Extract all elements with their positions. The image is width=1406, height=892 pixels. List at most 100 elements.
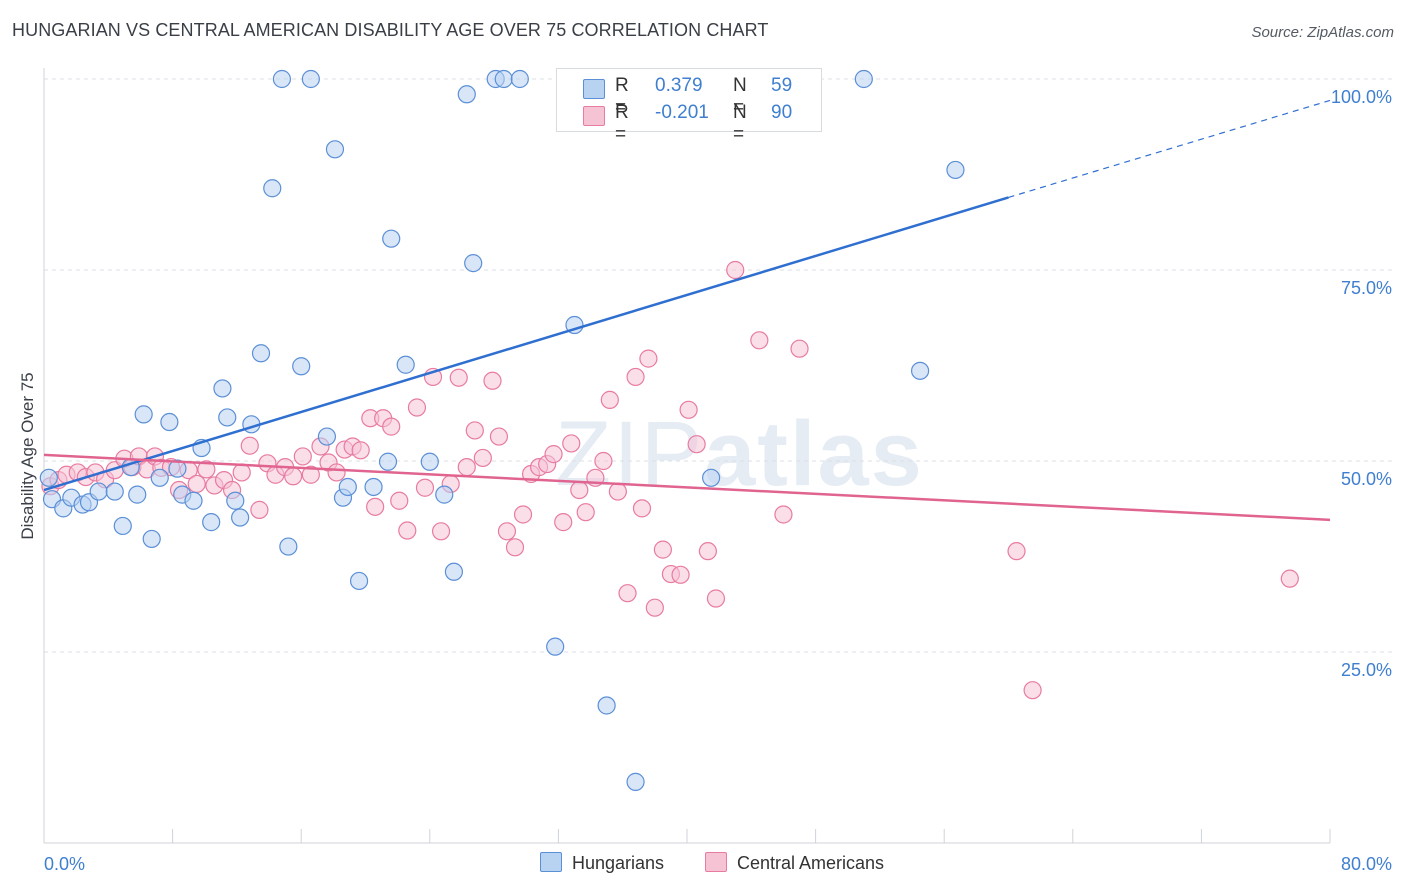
data-point-central-americans xyxy=(250,500,269,519)
data-point-hungarians xyxy=(420,452,439,471)
trend-line-hungarians xyxy=(43,196,1009,492)
data-point-central-americans xyxy=(431,522,451,541)
legend-r-value: -0.201 xyxy=(655,102,709,123)
data-point-central-americans xyxy=(293,447,312,466)
data-point-hungarians xyxy=(702,468,721,487)
data-point-central-americans xyxy=(544,445,563,464)
y-tick-label: 25.0% xyxy=(1341,660,1392,680)
data-point-central-americans xyxy=(726,260,745,280)
data-point-central-americans xyxy=(483,371,502,390)
data-point-central-americans xyxy=(570,480,589,500)
chart-title: HUNGARIAN VS CENTRAL AMERICAN DISABILITY… xyxy=(12,20,769,40)
data-point-hungarians xyxy=(263,179,282,198)
series-central-americans xyxy=(41,260,1299,700)
bottom-legend-label-central-americans: Central Americans xyxy=(737,853,885,873)
data-point-central-americans xyxy=(698,542,717,561)
data-point-hungarians xyxy=(946,160,965,180)
data-point-hungarians xyxy=(292,357,311,376)
data-point-hungarians xyxy=(279,537,298,556)
data-point-central-americans xyxy=(382,417,401,436)
data-point-central-americans xyxy=(626,367,645,387)
legend-swatch-hungarians xyxy=(583,79,605,99)
y-tick-labels: 25.0% 50.0% 75.0% 100.0% xyxy=(1331,87,1392,680)
legend-swatch-central-americans xyxy=(583,106,605,126)
series-hungarians xyxy=(39,69,965,791)
grid-lines xyxy=(44,78,1392,653)
data-point-hungarians xyxy=(494,69,513,89)
data-point-central-americans xyxy=(632,499,652,518)
data-point-hungarians xyxy=(113,516,132,536)
data-point-central-americans xyxy=(465,421,484,440)
data-point-central-americans xyxy=(497,522,517,541)
trend-line-hungarians-extension xyxy=(1008,99,1331,198)
legend-n-label: N = xyxy=(733,102,747,145)
data-point-hungarians xyxy=(105,482,124,501)
data-point-central-americans xyxy=(415,478,435,497)
data-point-central-americans xyxy=(608,482,627,501)
data-point-central-americans xyxy=(327,463,346,482)
data-point-hungarians xyxy=(150,468,169,487)
data-point-hungarians xyxy=(910,361,930,380)
bottom-legend-label-hungarians: Hungarians xyxy=(572,853,665,873)
data-point-central-americans xyxy=(1007,542,1026,561)
data-point-central-americans xyxy=(1280,569,1299,588)
data-point-central-americans xyxy=(554,513,573,532)
data-point-hungarians xyxy=(435,485,454,504)
data-point-central-americans xyxy=(645,598,664,617)
data-point-hungarians xyxy=(597,696,616,715)
data-point-hungarians xyxy=(317,427,337,446)
y-tick-label: 100.0% xyxy=(1331,87,1392,107)
data-point-central-americans xyxy=(706,589,726,608)
data-point-central-americans xyxy=(284,467,303,486)
data-point-central-americans xyxy=(750,331,769,350)
data-point-central-americans xyxy=(671,565,690,584)
source-note: Source: ZipAtlas.com xyxy=(1251,24,1394,41)
data-point-hungarians xyxy=(382,229,401,248)
data-point-central-americans xyxy=(562,434,581,453)
data-point-hungarians xyxy=(39,468,58,487)
data-point-hungarians xyxy=(301,69,320,89)
data-point-central-americans xyxy=(489,427,509,446)
data-point-central-americans xyxy=(398,521,417,540)
data-point-hungarians xyxy=(546,637,565,656)
data-point-central-americans xyxy=(639,349,658,368)
data-point-central-americans xyxy=(576,503,595,522)
data-point-central-americans xyxy=(187,474,206,494)
data-point-hungarians xyxy=(184,491,203,510)
legend-r-value: 0.379 xyxy=(655,75,703,96)
x-tick-label-min: 0.0% xyxy=(44,854,85,874)
bottom-legend-hungarians: Hungarians xyxy=(540,852,664,874)
data-point-hungarians xyxy=(213,379,232,398)
bottom-legend-swatch-hungarians xyxy=(540,852,562,872)
data-point-hungarians xyxy=(464,254,483,273)
data-point-hungarians xyxy=(128,485,147,504)
data-point-hungarians xyxy=(510,69,529,89)
legend: R = 0.379 N = 59 R = -0.201 N = 90 xyxy=(556,68,822,145)
data-point-hungarians xyxy=(226,491,245,510)
bottom-legend-central-americans: Central Americans xyxy=(705,852,884,874)
data-point-central-americans xyxy=(687,435,706,454)
data-point-hungarians xyxy=(251,344,271,363)
data-point-central-americans xyxy=(457,458,476,477)
data-point-hungarians xyxy=(89,482,108,501)
data-point-hungarians xyxy=(396,355,415,374)
bottom-legend-swatch-central-americans xyxy=(705,852,727,872)
data-point-central-americans xyxy=(232,463,251,482)
data-point-central-americans xyxy=(505,538,525,557)
data-point-central-americans xyxy=(774,505,793,524)
legend-n-value: 90 xyxy=(771,102,793,123)
data-point-hungarians xyxy=(231,508,250,527)
data-point-hungarians xyxy=(364,477,383,497)
data-point-central-americans xyxy=(679,400,698,419)
data-point-central-americans xyxy=(653,540,672,559)
x-tick-label-max: 80.0% xyxy=(1341,854,1392,874)
data-point-hungarians xyxy=(626,772,645,791)
data-point-hungarians xyxy=(272,69,292,89)
data-point-central-americans xyxy=(513,505,533,524)
data-point-central-americans xyxy=(449,368,468,387)
y-axis-label: Disability Age Over 75 xyxy=(18,372,37,540)
data-point-hungarians xyxy=(854,69,873,89)
data-point-central-americans xyxy=(790,339,809,358)
data-point-central-americans xyxy=(618,584,637,603)
